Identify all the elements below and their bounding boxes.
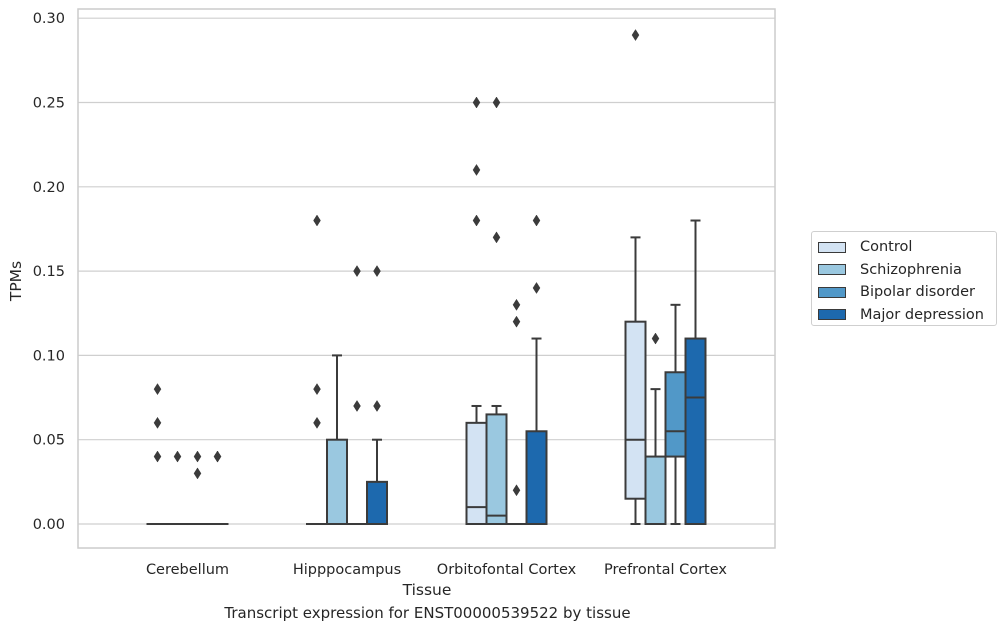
box-major-depression-hipppocampus-outlier-1: [373, 400, 381, 412]
box-major-depression-orbitofontal-cortex-outlier-0: [532, 214, 541, 227]
legend-label-bipolar-disorder: Bipolar disorder: [860, 284, 975, 301]
box-control-orbitofontal-cortex-outlier-0: [472, 96, 481, 109]
box-bipolar-disorder-orbitofontal-cortex-outlier-0: [512, 298, 521, 311]
y-tick-label-6: 0.30: [33, 11, 65, 27]
x-tick-label-orbitofontal-cortex: Orbitofontal Cortex: [437, 562, 577, 578]
box-control-cerebellum-outlier-2: [153, 450, 162, 463]
box-control-hipppocampus-outlier-2: [313, 416, 321, 429]
box-bipolar-disorder-hipppocampus-outlier-0: [353, 265, 361, 278]
box-schizophrenia-prefrontal-cortex: [644, 455, 667, 525]
box-major-depression-prefrontal-cortex: [684, 337, 707, 526]
y-tick-label-4: 0.20: [33, 180, 65, 196]
x-tick-label-prefrontal-cortex: Prefrontal Cortex: [604, 562, 727, 578]
y-tick-label-1: 0.05: [33, 433, 65, 449]
box-major-depression-orbitofontal-cortex: [525, 430, 548, 525]
plot-frame: [77, 8, 776, 549]
box-bipolar-disorder-cerebellum-outlier-1: [193, 467, 202, 480]
box-control-orbitofontal-cortex-outlier-1: [472, 163, 481, 176]
box-bipolar-disorder-orbitofontal-cortex-outlier-2: [512, 484, 521, 497]
chart-legend: Control Schizophrenia Bipolar disorder M…: [811, 231, 997, 326]
legend-label-schizophrenia: Schizophrenia: [860, 261, 962, 278]
legend-item-schizophrenia: Schizophrenia: [818, 259, 996, 282]
legend-label-control: Control: [860, 239, 913, 256]
y-tick-label-0: 0.00: [33, 517, 65, 533]
box-control-hipppocampus-outlier-0: [313, 214, 321, 227]
box-control-prefrontal-cortex: [624, 320, 647, 500]
box-control-hipppocampus-outlier-1: [313, 383, 321, 396]
box-bipolar-disorder-prefrontal-cortex: [664, 371, 687, 458]
box-control-orbitofontal-cortex: [465, 421, 488, 525]
box-bipolar-disorder-hipppocampus-outlier-1: [353, 400, 361, 412]
y-axis-label: TPMs: [7, 261, 25, 302]
x-axis-label: Tissue: [402, 581, 452, 599]
legend-swatch-bipolar-disorder: [818, 286, 846, 298]
box-control-cerebellum-outlier-1: [153, 416, 162, 429]
box-schizophrenia-orbitofontal-cortex-outlier-0: [492, 96, 501, 109]
y-tick-label-3: 0.15: [33, 264, 65, 280]
box-bipolar-disorder-orbitofontal-cortex-outlier-1: [512, 315, 521, 328]
figure-caption: Transcript expression for ENST0000053952…: [224, 604, 631, 622]
box-schizophrenia-prefrontal-cortex-outlier-0: [651, 332, 660, 345]
box-control-cerebellum-outlier-0: [153, 383, 162, 396]
legend-item-bipolar-disorder: Bipolar disorder: [818, 281, 996, 304]
box-major-depression-cerebellum-outlier-1: [213, 450, 222, 463]
legend-label-major-depression: Major depression: [860, 306, 984, 323]
box-schizophrenia-hipppocampus: [326, 438, 348, 526]
box-control-orbitofontal-cortex-outlier-2: [472, 214, 481, 227]
y-tick-label-2: 0.10: [33, 348, 65, 364]
legend-swatch-schizophrenia: [818, 264, 846, 276]
legend-item-major-depression: Major depression: [818, 304, 996, 327]
x-tick-label-cerebellum: Cerebellum: [146, 562, 229, 578]
box-bipolar-disorder-cerebellum-outlier-0: [193, 450, 202, 463]
box-schizophrenia-cerebellum-outlier-0: [173, 450, 182, 463]
box-major-depression-hipppocampus-outlier-0: [373, 265, 381, 278]
legend-swatch-control: [818, 241, 846, 253]
legend-swatch-major-depression: [818, 309, 846, 321]
y-tick-label-5: 0.25: [33, 96, 65, 112]
box-major-depression-orbitofontal-cortex-outlier-1: [532, 281, 541, 294]
box-control-prefrontal-cortex-outlier-0: [631, 29, 640, 42]
box-schizophrenia-orbitofontal-cortex-outlier-1: [492, 231, 501, 244]
x-tick-label-hipppocampus: Hipppocampus: [293, 562, 401, 578]
box-major-depression-hipppocampus: [366, 480, 388, 526]
legend-item-control: Control: [818, 236, 996, 259]
box-schizophrenia-orbitofontal-cortex: [485, 413, 508, 525]
